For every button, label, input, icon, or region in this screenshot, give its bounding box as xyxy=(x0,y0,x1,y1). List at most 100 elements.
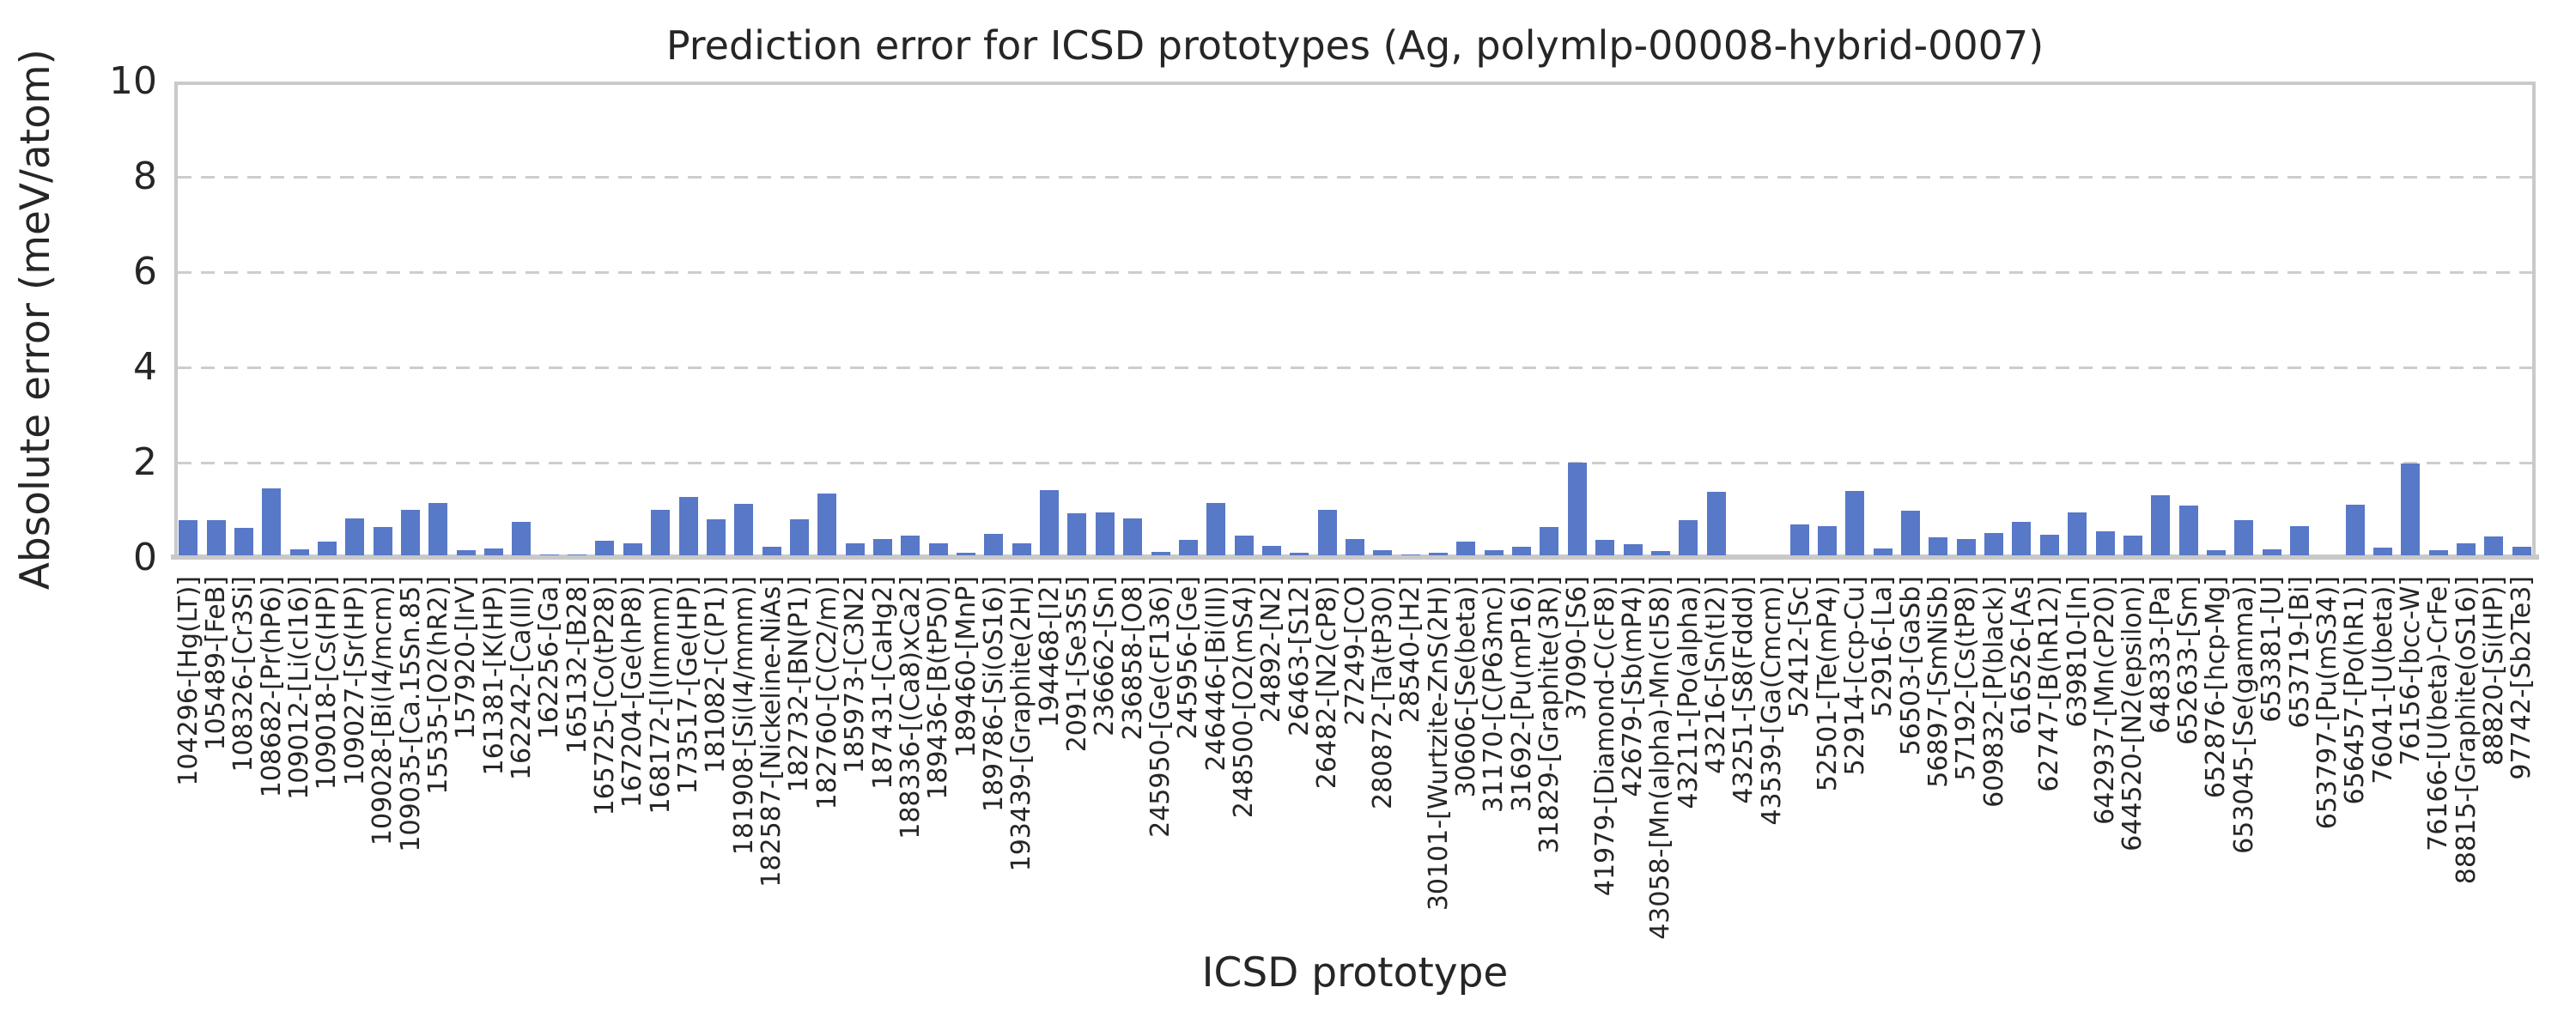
x-tick-label-189460-[MnP]: 189460-[MnP] xyxy=(951,576,981,758)
bar-245956-[Ge] xyxy=(1178,540,1198,555)
x-tick-label-104296-[Hg(LT)]: 104296-[Hg(LT)] xyxy=(173,576,204,786)
x-tick-label-248500-[O2(mS4)]: 248500-[O2(mS4)] xyxy=(1229,576,1260,819)
bar-52501-[Te(mP4)] xyxy=(1818,526,1837,555)
x-tick-label-31829-[Graphite(3R)]: 31829-[Graphite(3R)] xyxy=(1534,576,1564,854)
bar-181908-[Si(I4/mmm)] xyxy=(734,504,754,555)
bar-182732-[BN(P1)] xyxy=(789,519,809,555)
bar-653381-[U] xyxy=(2262,549,2281,555)
x-tick-label-642937-[Mn(cP20)]: 642937-[Mn(cP20)] xyxy=(2090,576,2121,825)
bar-109028-[Bi(I4/mcm)] xyxy=(373,527,392,555)
x-tick-label-76166-[U(beta)-CrFe]: 76166-[U(beta)-CrFe] xyxy=(2423,576,2454,851)
x-tick-label-246446-[Bi(III)]: 246446-[Bi(III)] xyxy=(1200,576,1231,772)
bar-15535-[O2(hR2)] xyxy=(428,503,448,555)
x-tick-label-28540-[H2]: 28540-[H2] xyxy=(1395,576,1426,724)
bar-43058-[Mn(alpha)-Mn(cI58)] xyxy=(1650,551,1670,555)
x-tick-label-52914-[ccp-Cu]: 52914-[ccp-Cu] xyxy=(1839,576,1870,776)
bar-167204-[Ge(hP8)] xyxy=(623,543,642,555)
x-tick-label-52412-[Sc]: 52412-[Sc] xyxy=(1784,576,1815,718)
x-tick-label-193439-[Graphite(2H)]: 193439-[Graphite(2H)] xyxy=(1006,576,1037,872)
x-tick-label-109027-[Sr(HP)]: 109027-[Sr(HP)] xyxy=(339,576,370,786)
x-tick-label-88815-[Graphite(oS16)]: 88815-[Graphite(oS16)] xyxy=(2451,576,2482,885)
bar-30606-[Se(beta)] xyxy=(1456,542,1476,555)
x-tick-label-42679-[Sb(mP4)]: 42679-[Sb(mP4)] xyxy=(1618,576,1649,797)
x-tick-label-656457-[Po(hR1)]: 656457-[Po(hR1)] xyxy=(2340,576,2371,805)
bar-181082-[C(P1)] xyxy=(706,519,726,555)
x-tick-label-653719-[Bi]: 653719-[Bi] xyxy=(2284,576,2315,729)
x-tick-label-616526-[As]: 616526-[As] xyxy=(2006,576,2037,735)
x-tick-label-43251-[S8(Fddd)]: 43251-[S8(Fddd)] xyxy=(1728,576,1759,804)
x-tick-label-236858-[O8]: 236858-[O8] xyxy=(1117,576,1148,741)
x-tick-label-236662-[Sn]: 236662-[Sn] xyxy=(1090,576,1121,736)
y-tick-label-4: 4 xyxy=(133,345,157,389)
bar-27249-[CO] xyxy=(1346,539,1364,555)
x-tick-label-109035-[Ca.15Sn.85]: 109035-[Ca.15Sn.85] xyxy=(395,576,426,852)
y-tick-label-10: 10 xyxy=(109,59,157,103)
bar-616526-[As] xyxy=(2012,522,2032,555)
x-tick-label-188336-[(Ca8)xCa2]: 188336-[(Ca8)xCa2] xyxy=(895,576,926,839)
x-tick-label-181908-[Si(I4/mmm)]: 181908-[Si(I4/mmm)] xyxy=(728,576,759,856)
bar-193439-[Graphite(2H)] xyxy=(1012,543,1031,555)
bar-246446-[Bi(III)] xyxy=(1206,503,1226,555)
bar-188336-[(Ca8)xCa2] xyxy=(901,536,920,555)
bar-52412-[Sc] xyxy=(1789,524,1809,555)
bar-108326-[Cr3Si] xyxy=(234,528,253,555)
x-tick-label-109028-[Bi(I4/mcm)]: 109028-[Bi(I4/mcm)] xyxy=(368,576,398,846)
x-tick-label-41979-[Diamond-C(cF8)]: 41979-[Diamond-C(cF8)] xyxy=(1589,576,1620,897)
x-tick-label-167204-[Ge(hP8)]: 167204-[Ge(hP8)] xyxy=(617,576,648,809)
x-tick-label-43211-[Po(alpha)]: 43211-[Po(alpha)] xyxy=(1673,576,1704,809)
x-tick-label-15535-[O2(hR2)]: 15535-[O2(hR2)] xyxy=(422,576,453,795)
bar-41979-[Diamond-C(cF8)] xyxy=(1595,540,1615,555)
chart-title: Prediction error for ICSD prototypes (Ag… xyxy=(665,22,2044,69)
bar-162256-[Ga] xyxy=(539,554,559,555)
x-tick-label-652633-[Sm]: 652633-[Sm] xyxy=(2173,576,2204,746)
x-tick-label-162242-[Ca(III)]: 162242-[Ca(III)] xyxy=(506,576,537,781)
bar-76166-[U(beta)-CrFe] xyxy=(2428,550,2448,555)
bar-109012-[Li(cI16)] xyxy=(289,549,309,555)
x-tick-label-105489-[FeB]: 105489-[FeB] xyxy=(201,576,232,751)
x-tick-label-56503-[GaSb]: 56503-[GaSb] xyxy=(1895,576,1926,756)
x-tick-label-31692-[Pu(mP16)]: 31692-[Pu(mP16)] xyxy=(1506,576,1537,813)
bar-30101-[Wurtzite-ZnS(2H)] xyxy=(1429,553,1449,555)
bar-31829-[Graphite(3R)] xyxy=(1540,527,1559,555)
x-tick-label-173517-[Ge(HP)]: 173517-[Ge(HP)] xyxy=(673,576,704,795)
x-tick-label-52916-[La]: 52916-[La] xyxy=(1868,576,1899,718)
x-tick-label-182732-[BN(P1)]: 182732-[BN(P1)] xyxy=(784,576,815,793)
x-tick-label-194468-[I2]: 194468-[I2] xyxy=(1034,576,1065,728)
x-tick-label-2091-[Se3S5]: 2091-[Se3S5] xyxy=(1061,576,1092,753)
bar-57192-[Cs(tP8)] xyxy=(1956,539,1976,555)
x-tick-label-26482-[N2(cP8)]: 26482-[N2(cP8)] xyxy=(1312,576,1343,790)
x-tick-label-43216-[Sn(tI2)]: 43216-[Sn(tI2)] xyxy=(1701,576,1732,774)
y-tick-label-8: 8 xyxy=(133,154,157,198)
y-tick-label-2: 2 xyxy=(133,440,157,484)
x-tick-label-161381-[K(HP)]: 161381-[K(HP)] xyxy=(478,576,509,776)
bar-109027-[Sr(HP)] xyxy=(345,518,365,555)
x-tick-label-109012-[Li(cI16)]: 109012-[Li(cI16)] xyxy=(284,576,315,800)
bar-161381-[K(HP)] xyxy=(484,548,504,555)
bar-656457-[Po(hR1)] xyxy=(2345,505,2365,555)
x-tick-label-76156-[bcc-W]: 76156-[bcc-W] xyxy=(2395,576,2426,766)
x-tick-label-653381-[U]: 653381-[U] xyxy=(2257,576,2287,723)
bar-43216-[Sn(tI2)] xyxy=(1706,492,1726,555)
bar-52916-[La] xyxy=(1873,548,1893,555)
bar-24892-[N2] xyxy=(1261,546,1281,555)
bar-26463-[S12] xyxy=(1290,553,1309,555)
bar-37090-[S6] xyxy=(1567,463,1587,555)
x-tick-label-31170-[C(P63mc)]: 31170-[C(P63mc)] xyxy=(1479,576,1510,814)
bar-97742-[Sb2Te3] xyxy=(2512,547,2531,555)
bar-76041-[U(beta)] xyxy=(2373,548,2393,555)
x-tick-label-245956-[Ge]: 245956-[Ge] xyxy=(1173,576,1204,740)
bar-182587-[Nickeline-NiAs] xyxy=(762,547,781,555)
x-tick-label-56897-[SmNiSb]: 56897-[SmNiSb] xyxy=(1923,576,1953,788)
x-tick-label-30101-[Wurtzite-ZnS(2H)]: 30101-[Wurtzite-ZnS(2H)] xyxy=(1423,576,1454,912)
bar-56897-[SmNiSb] xyxy=(1929,537,1948,555)
bar-236662-[Sn] xyxy=(1095,512,1115,555)
bar-185973-[C3N2] xyxy=(845,543,865,555)
bar-609832-[P(black)] xyxy=(1984,533,2004,555)
x-tick-label-26463-[S12]: 26463-[S12] xyxy=(1284,576,1315,736)
bar-194468-[I2] xyxy=(1040,490,1060,555)
x-tick-label-108326-[Cr3Si]: 108326-[Cr3Si] xyxy=(228,576,259,772)
x-tick-label-639810-[In]: 639810-[In] xyxy=(2062,576,2093,728)
y-axis-label-box: Absolute error (meV/atom) xyxy=(5,49,65,590)
bar-187431-[CaHg2] xyxy=(873,539,892,555)
